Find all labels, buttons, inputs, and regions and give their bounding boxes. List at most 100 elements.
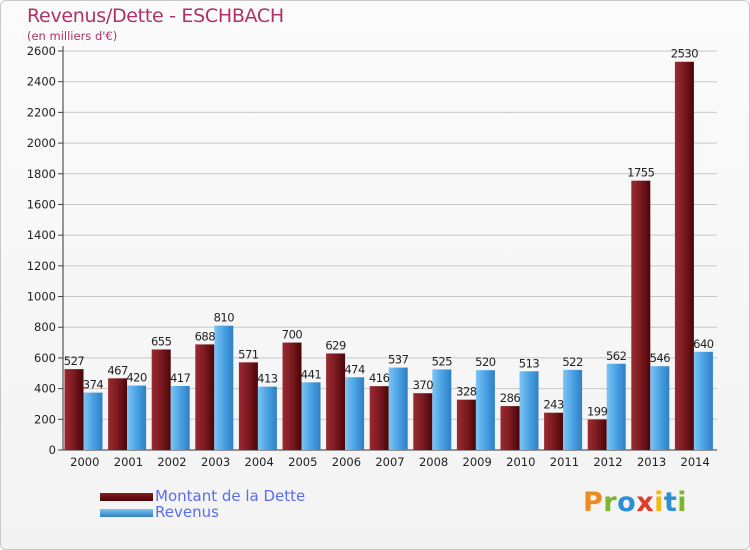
data-label-revenus: 562 xyxy=(606,349,627,363)
bar-dette xyxy=(195,344,215,450)
y-tick-label: 2000 xyxy=(27,136,56,150)
data-label-dette: 700 xyxy=(282,328,303,342)
data-label-revenus: 513 xyxy=(519,356,540,370)
x-tick-label: 2002 xyxy=(157,455,186,469)
data-label-dette: 688 xyxy=(195,329,216,343)
bar-revenus xyxy=(345,377,365,450)
x-tick-label: 2013 xyxy=(637,455,666,469)
x-tick-label: 2003 xyxy=(201,455,230,469)
data-label-revenus: 520 xyxy=(475,355,496,369)
x-tick-label: 2005 xyxy=(288,455,317,469)
data-label-dette: 527 xyxy=(64,354,85,368)
bar-revenus xyxy=(301,382,321,450)
bar-dette xyxy=(151,349,171,450)
y-tick-label: 800 xyxy=(34,320,56,334)
chart-title: Revenus/Dette - ESCHBACH xyxy=(27,5,284,27)
data-label-revenus: 417 xyxy=(170,371,191,385)
logo-letter: P xyxy=(583,487,604,518)
data-label-revenus: 441 xyxy=(301,367,322,381)
bar-dette xyxy=(108,378,128,450)
legend-swatch-revenus xyxy=(100,509,153,517)
x-tick-label: 2010 xyxy=(506,455,535,469)
bar-revenus xyxy=(693,351,713,450)
logo-letter: x xyxy=(636,487,655,518)
data-label-dette: 1755 xyxy=(627,166,654,180)
x-tick-label: 2014 xyxy=(681,455,710,469)
y-tick-label: 2200 xyxy=(27,105,56,119)
bar-dette xyxy=(64,369,84,450)
y-tick-label: 200 xyxy=(34,412,56,426)
y-tick-label: 1200 xyxy=(27,259,56,273)
bar-revenus xyxy=(170,386,190,450)
legend-label-dette: Montant de la Dette xyxy=(155,487,306,505)
x-tick-label: 2008 xyxy=(419,455,448,469)
bar-dette xyxy=(282,342,302,450)
bar-revenus xyxy=(83,392,103,450)
bar-dette xyxy=(544,412,564,450)
y-tick-label: 2400 xyxy=(27,75,56,89)
bar-dette xyxy=(456,399,476,450)
bar-revenus xyxy=(650,366,670,450)
proxiti-logo: Proxiti xyxy=(583,487,687,518)
data-label-revenus: 474 xyxy=(344,362,365,376)
y-tick-label: 1800 xyxy=(27,167,56,181)
x-tick-label: 2006 xyxy=(332,455,361,469)
bar-revenus xyxy=(475,370,495,450)
x-tick-label: 2011 xyxy=(550,455,579,469)
chart-subtitle: (en milliers d'€) xyxy=(27,29,118,43)
data-label-dette: 243 xyxy=(543,398,564,412)
bar-dette xyxy=(326,353,346,450)
bar-revenus xyxy=(214,325,234,450)
bar-revenus xyxy=(606,363,626,450)
bar-dette xyxy=(587,419,607,450)
x-tick-label: 2000 xyxy=(70,455,99,469)
y-tick-label: 600 xyxy=(34,351,56,365)
bar-revenus xyxy=(257,386,277,450)
y-tick-label: 2600 xyxy=(27,44,56,58)
bar-dette xyxy=(500,406,520,450)
data-label-revenus: 537 xyxy=(388,353,409,367)
logo-letter: o xyxy=(617,487,637,518)
data-label-revenus: 420 xyxy=(126,371,147,385)
logo-letter: i xyxy=(654,487,664,518)
data-label-dette: 655 xyxy=(151,334,172,348)
data-label-dette: 629 xyxy=(325,338,346,352)
y-tick-label: 1000 xyxy=(27,290,56,304)
x-tick-label: 2009 xyxy=(463,455,492,469)
logo-letter: t xyxy=(663,487,678,518)
data-label-revenus: 525 xyxy=(432,354,453,368)
bar-dette xyxy=(238,362,258,450)
bar-revenus xyxy=(127,385,147,450)
bar-revenus xyxy=(388,367,408,450)
x-tick-label: 2007 xyxy=(375,455,404,469)
x-tick-label: 2012 xyxy=(593,455,622,469)
y-tick-label: 0 xyxy=(49,443,56,457)
data-label-dette: 286 xyxy=(500,391,521,405)
y-tick-label: 400 xyxy=(34,382,56,396)
data-label-dette: 328 xyxy=(456,385,477,399)
data-label-revenus: 546 xyxy=(650,351,671,365)
y-tick-label: 1400 xyxy=(27,228,56,242)
data-label-dette: 2530 xyxy=(671,47,698,61)
data-label-revenus: 374 xyxy=(83,378,104,392)
data-label-revenus: 640 xyxy=(693,337,714,351)
data-label-revenus: 522 xyxy=(562,355,583,369)
data-label-revenus: 810 xyxy=(214,311,235,325)
data-label-dette: 370 xyxy=(413,378,434,392)
y-tick-label: 1600 xyxy=(27,197,56,211)
data-label-dette: 467 xyxy=(107,363,128,377)
logo-letter: r xyxy=(603,487,618,518)
bar-dette xyxy=(413,393,433,450)
legend-swatch-dette xyxy=(100,493,153,501)
data-label-dette: 571 xyxy=(238,347,259,361)
bar-revenus xyxy=(563,369,583,450)
data-label-revenus: 413 xyxy=(257,372,278,386)
legend-label-revenus: Revenus xyxy=(155,503,219,521)
logo-letter: i xyxy=(677,487,688,518)
x-tick-label: 2004 xyxy=(245,455,274,469)
bar-dette xyxy=(369,386,389,450)
bar-dette xyxy=(674,61,694,450)
x-tick-label: 2001 xyxy=(114,455,143,469)
